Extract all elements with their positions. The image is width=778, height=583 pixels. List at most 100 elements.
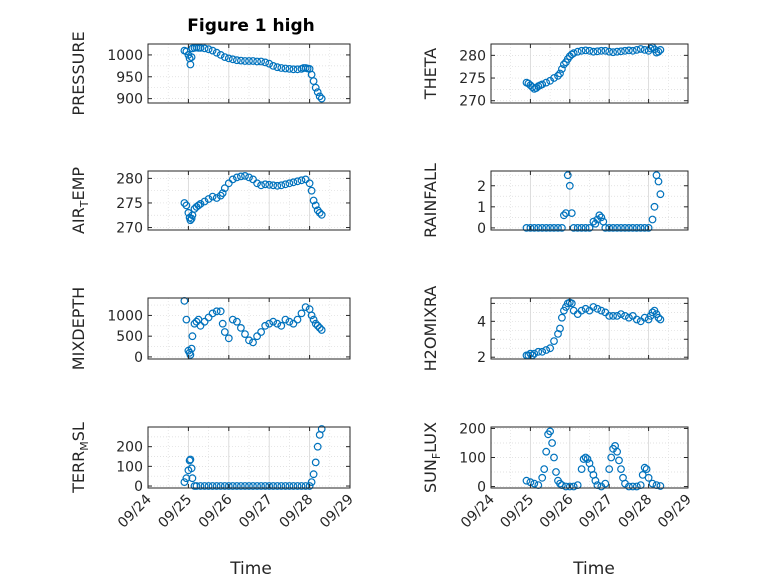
series-terr_msl	[180, 425, 326, 490]
data-point	[265, 59, 274, 68]
data-point	[311, 83, 320, 92]
data-point	[522, 223, 531, 232]
data-point	[196, 321, 205, 330]
data-point	[558, 313, 566, 322]
data-point	[562, 209, 570, 218]
data-point	[530, 349, 539, 358]
data-point	[204, 482, 213, 490]
data-point	[265, 180, 274, 189]
data-point	[180, 199, 189, 207]
data-point	[625, 313, 633, 322]
data-point	[281, 64, 290, 73]
axes-box-terr_msl	[147, 426, 351, 489]
data-point	[186, 455, 195, 464]
data-point	[200, 197, 209, 206]
data-point	[585, 46, 594, 55]
y-tick-label: 280	[459, 48, 486, 64]
data-point	[187, 214, 196, 223]
data-point	[589, 303, 598, 311]
data-point	[285, 482, 294, 490]
data-point	[273, 63, 282, 72]
data-point	[617, 223, 625, 232]
y-tick-label: 1000	[107, 308, 143, 324]
data-point	[593, 47, 602, 56]
data-point	[577, 465, 586, 474]
data-point	[285, 179, 294, 188]
data-point	[200, 44, 209, 53]
data-point	[224, 334, 233, 343]
data-point	[522, 476, 531, 485]
data-point	[593, 304, 602, 313]
data-point	[218, 189, 227, 198]
data-point	[245, 57, 253, 65]
data-point	[609, 223, 617, 232]
y-tick-label: 275	[459, 71, 486, 87]
data-point	[534, 223, 543, 232]
data-point	[589, 47, 598, 56]
data-point	[542, 346, 551, 354]
data-point	[232, 482, 241, 490]
data-point	[200, 482, 209, 490]
data-point	[581, 46, 590, 55]
data-point	[625, 482, 633, 491]
data-point	[293, 482, 302, 490]
data-point	[530, 223, 539, 232]
data-point	[550, 223, 558, 232]
y-tick-label: 2	[477, 179, 486, 195]
data-point	[560, 211, 568, 220]
data-point	[628, 482, 637, 491]
data-point	[613, 312, 621, 320]
data-point	[550, 337, 558, 346]
data-point	[656, 482, 665, 490]
data-point	[208, 192, 217, 201]
series-sunflux	[522, 427, 665, 491]
y-tick-label: 100	[116, 459, 143, 475]
figure-title: Figure 1 high	[187, 16, 315, 36]
data-point	[605, 312, 614, 320]
data-point	[232, 173, 241, 182]
y-axis-label-mixdepth: MIXDEPTH	[69, 287, 88, 370]
data-point	[601, 479, 610, 488]
data-point	[307, 478, 316, 487]
data-point	[212, 194, 221, 202]
data-point	[636, 223, 645, 232]
data-point	[309, 470, 318, 479]
data-point	[617, 310, 625, 319]
data-point	[577, 46, 586, 55]
y-axis-label-air_temp: AIRTEMP	[69, 167, 91, 234]
y-tick-label: 950	[116, 70, 143, 86]
data-point	[528, 83, 537, 91]
data-point	[556, 324, 564, 333]
data-point	[257, 482, 266, 490]
data-point	[311, 458, 320, 467]
data-point	[569, 223, 578, 232]
data-point	[563, 171, 572, 180]
data-point	[654, 313, 663, 322]
y-tick-label: 0	[477, 221, 486, 237]
data-point	[648, 215, 657, 224]
data-point	[538, 347, 547, 356]
data-point	[601, 46, 610, 55]
data-point	[249, 482, 257, 490]
data-point	[546, 344, 554, 353]
data-point	[552, 468, 560, 476]
y-axis-label-rainfall: RAINFALL	[421, 163, 440, 238]
data-point	[577, 306, 586, 315]
subplot-pressure: 900 950 1000 PRESSURE	[69, 31, 351, 116]
data-point	[204, 313, 213, 322]
y-tick-label: 275	[116, 196, 143, 212]
data-point	[224, 54, 233, 63]
data-point	[585, 223, 594, 232]
data-point	[301, 482, 310, 490]
data-point	[187, 344, 196, 353]
data-point	[567, 209, 576, 218]
data-point	[261, 321, 270, 330]
data-point	[212, 307, 221, 316]
data-point	[644, 473, 653, 482]
data-point	[556, 69, 564, 78]
data-point	[538, 473, 547, 482]
data-point	[204, 195, 213, 203]
y-axis-label-pressure: PRESSURE	[69, 31, 88, 115]
data-point	[560, 60, 568, 69]
data-point	[625, 46, 633, 55]
